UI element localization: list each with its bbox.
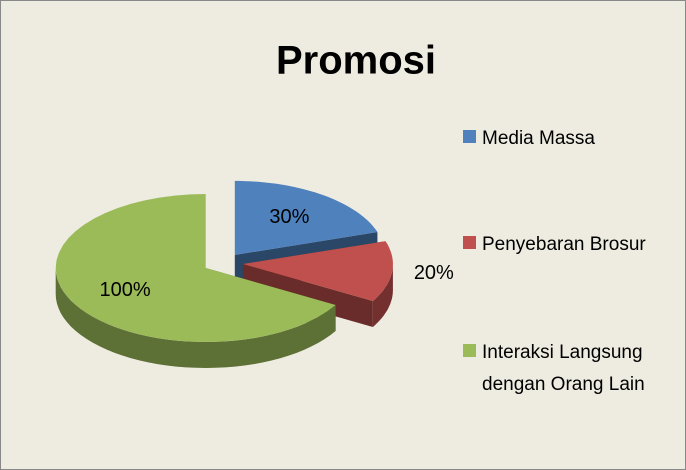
data-label: 20% — [414, 262, 454, 284]
legend-entry: Interaksi Langsung dengan Orang Lain — [463, 337, 647, 401]
legend-label: Media Massa — [482, 128, 595, 149]
legend-label: Interaksi Langsung dengan Orang Lain — [482, 342, 645, 395]
slice — [234, 180, 378, 255]
slice — [55, 194, 336, 342]
slice-side — [372, 264, 393, 327]
data-label: 30% — [269, 206, 309, 228]
data-label: 100% — [100, 279, 151, 301]
legend-swatch — [463, 344, 476, 357]
legend-entry: Penyebaran Brosur — [463, 229, 647, 261]
chart-title: Promosi — [276, 39, 436, 83]
slice — [242, 241, 393, 301]
slice-side — [55, 268, 336, 368]
legend-label: Penyebaran Brosur — [482, 234, 646, 255]
legend-swatch — [463, 236, 476, 249]
legend-entry: Media Massa — [463, 123, 647, 155]
slice-cut-face — [242, 264, 373, 327]
legend-swatch — [463, 130, 476, 143]
